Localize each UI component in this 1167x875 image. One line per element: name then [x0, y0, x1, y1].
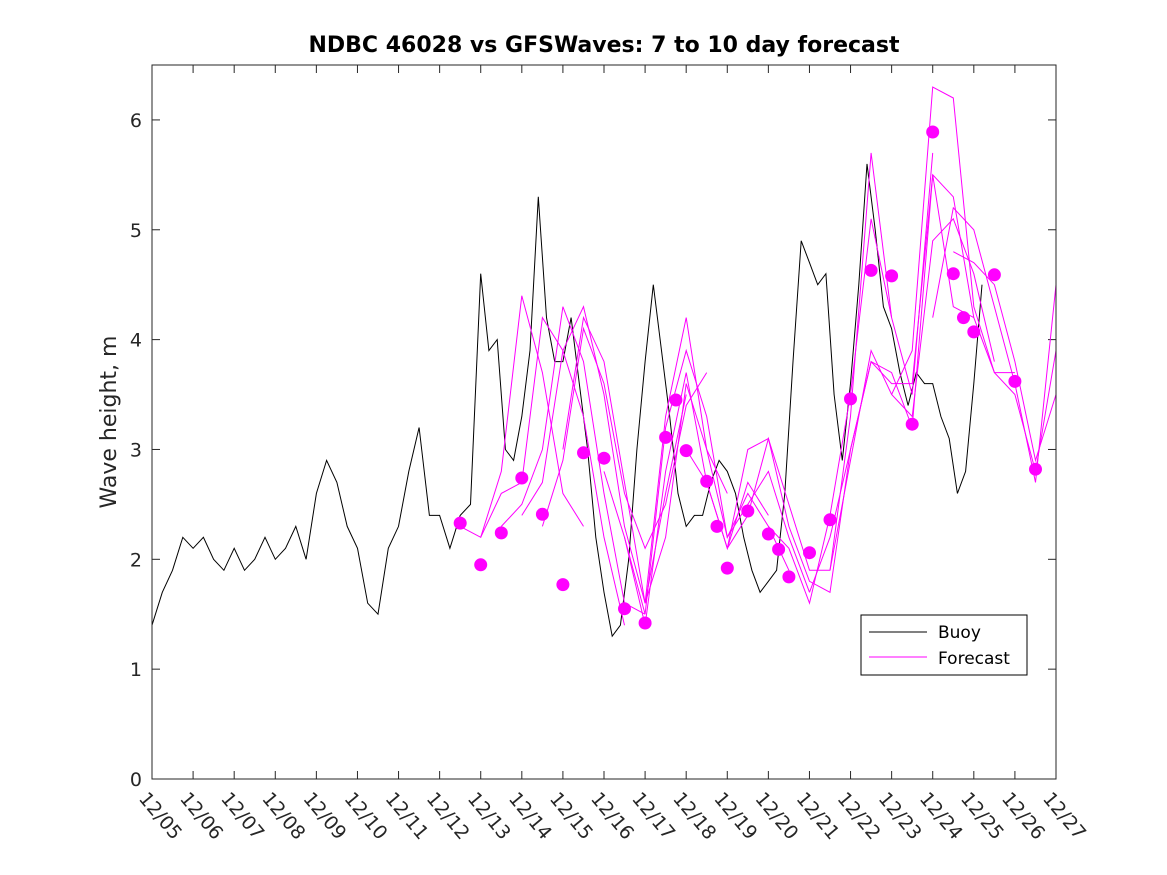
y-axis-label: Wave height, m: [97, 336, 122, 509]
legend-forecast-label: Forecast: [938, 649, 1010, 669]
forecast-marker: [844, 392, 857, 406]
forecast-marker: [741, 504, 755, 518]
forecast-marker: [803, 546, 816, 560]
legend-box: [860, 614, 1028, 676]
forecast-marker: [453, 516, 467, 530]
legend: Buoy Forecast: [860, 614, 1028, 676]
forecast-line: [624, 348, 790, 615]
forecast-marker: [1008, 374, 1022, 388]
y-tick-label: 3: [130, 439, 142, 461]
forecast-marker: [967, 325, 981, 339]
forecast-marker: [474, 558, 488, 572]
forecast-marker: [772, 542, 786, 556]
forecast-line: [829, 217, 995, 571]
forecast-line: [726, 152, 893, 571]
forecast-line: [521, 305, 687, 604]
y-tick-label: 6: [130, 110, 142, 132]
plot-frame: [151, 64, 1057, 780]
forecast-marker: [905, 417, 919, 431]
y-tick-label: 0: [130, 769, 142, 791]
y-tick-label: 2: [130, 549, 142, 571]
forecast-marker: [556, 578, 570, 592]
forecast-marker: [761, 527, 775, 541]
forecast-line: [953, 251, 1057, 463]
forecast-marker: [720, 561, 734, 575]
forecast-marker: [535, 507, 549, 521]
forecast-line: [850, 173, 1015, 450]
y-tick-label: 1: [130, 659, 142, 681]
forecast-marker: [710, 519, 724, 533]
forecast-marker: [957, 311, 970, 325]
buoy-line: [151, 163, 983, 638]
forecast-marker: [515, 471, 529, 485]
forecast-marker: [1029, 462, 1042, 476]
forecast-line: [500, 306, 646, 615]
forecast-marker: [987, 268, 1001, 282]
forecast-marker: [494, 526, 508, 540]
legend-buoy-label: Buoy: [938, 623, 981, 643]
forecast-marker: [864, 263, 878, 277]
forecast-markers: [453, 125, 1042, 630]
forecast-line: [891, 86, 1057, 472]
forecast-marker: [823, 513, 837, 527]
forecast-marker: [638, 616, 652, 630]
forecast-marker: [679, 444, 693, 458]
forecast-marker: [782, 570, 796, 584]
forecast-line: [480, 316, 625, 626]
forecast-marker: [946, 267, 960, 281]
y-tick-label: 5: [130, 220, 142, 242]
forecast-marker: [926, 125, 940, 139]
forecast-marker: [669, 393, 683, 407]
forecast-series: [459, 86, 1057, 626]
forecast-marker: [659, 430, 673, 444]
y-axis-ticks: 0 1 2 3 4 5 6: [130, 110, 1056, 791]
y-tick-label: 4: [130, 330, 142, 352]
forecast-marker: [577, 446, 590, 460]
forecast-marker: [700, 474, 714, 488]
forecast-line: [809, 174, 975, 593]
forecast-line: [603, 372, 769, 626]
forecast-marker: [885, 269, 899, 283]
forecast-marker: [618, 602, 631, 616]
forecast-line: [932, 206, 1057, 483]
forecast-marker: [597, 451, 611, 465]
forecast-line: [644, 317, 810, 604]
chart-title: NDBC 46028 vs GFSWaves: 7 to 10 day fore…: [308, 33, 899, 58]
buoy-series: [151, 163, 983, 638]
